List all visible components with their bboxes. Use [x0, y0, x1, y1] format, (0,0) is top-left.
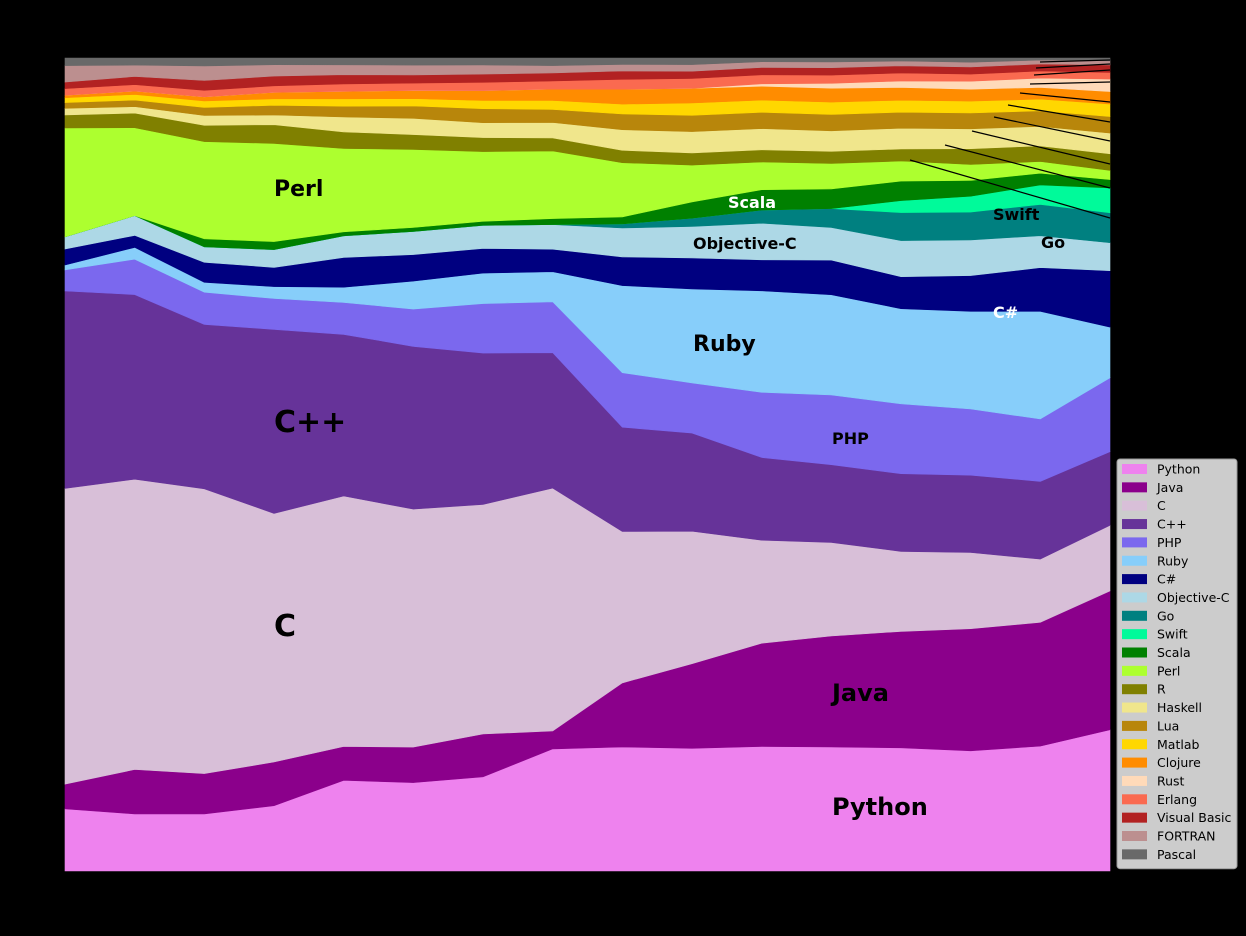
area-label-cpp: C++	[274, 405, 346, 440]
legend-item-pascal: Pascal	[1122, 847, 1196, 862]
legend-swatch	[1122, 775, 1147, 786]
legend-label: Ruby	[1157, 553, 1189, 568]
plot-area	[64, 57, 1111, 872]
area-label-python: Python	[832, 793, 928, 821]
legend-label: Haskell	[1157, 700, 1202, 715]
legend-swatch	[1122, 592, 1147, 603]
area-label-objective-c: Objective-C	[693, 234, 797, 253]
area-label-go: Go	[1041, 233, 1065, 252]
legend-swatch	[1122, 629, 1147, 640]
legend-swatch	[1122, 537, 1147, 548]
legend-swatch	[1122, 739, 1147, 750]
area-label-java: Java	[830, 679, 889, 707]
leader-line	[971, 130, 1111, 165]
legend-swatch	[1122, 794, 1147, 805]
legend-label: Visual Basic	[1157, 810, 1232, 825]
legend-item-php: PHP	[1122, 535, 1182, 550]
legend-label: R	[1157, 682, 1166, 697]
legend-label: C++	[1157, 517, 1187, 532]
legend-item-rust: Rust	[1122, 773, 1185, 788]
legend-swatch	[1122, 831, 1147, 841]
leader-line	[1035, 63, 1111, 69]
leader-line	[993, 116, 1111, 142]
legend-label: Lua	[1157, 718, 1179, 733]
leader-line	[1007, 104, 1111, 123]
legend-swatch	[1122, 464, 1147, 474]
legend-label: C#	[1157, 572, 1176, 587]
leader-line	[1029, 81, 1111, 85]
leader-line	[1039, 59, 1111, 63]
legend-label: Perl	[1157, 663, 1180, 678]
legend-item-python: Python	[1122, 462, 1200, 477]
legend-swatch	[1122, 665, 1147, 676]
leader-line	[944, 144, 1111, 189]
legend-label: Python	[1157, 462, 1200, 477]
legend-label: Matlab	[1157, 737, 1199, 752]
legend-label: Erlang	[1157, 792, 1197, 807]
legend-item-fortran: FORTRAN	[1122, 829, 1216, 844]
legend-swatch	[1122, 812, 1147, 823]
legend-item-visual-basic: Visual Basic	[1122, 810, 1232, 825]
area-label-scala: Scala	[728, 193, 776, 212]
legend-item-objective-c: Objective-C	[1122, 590, 1230, 605]
legend-item-lua: Lua	[1122, 718, 1179, 733]
legend-label: C	[1157, 498, 1166, 513]
legend-swatch	[1122, 757, 1147, 768]
leader-line	[1019, 92, 1111, 103]
legend-item-go: Go	[1122, 608, 1174, 623]
area-label-swift: Swift	[993, 205, 1040, 224]
legend-swatch	[1122, 500, 1147, 511]
legend-item-swift: Swift	[1122, 627, 1188, 642]
leader-line	[1033, 69, 1111, 76]
area-label-php: PHP	[832, 429, 869, 448]
legend-swatch	[1122, 574, 1147, 585]
legend-label: FORTRAN	[1157, 829, 1216, 844]
legend-label: PHP	[1157, 535, 1182, 550]
leader-lines	[909, 59, 1111, 219]
area-pascal	[64, 57, 1111, 67]
legend-swatch	[1122, 610, 1147, 621]
legend-swatch	[1122, 647, 1147, 658]
legend-item-perl: Perl	[1122, 663, 1180, 678]
legend-label: Clojure	[1157, 755, 1201, 770]
legend-label: Pascal	[1157, 847, 1196, 862]
legend-swatch	[1122, 555, 1147, 566]
legend-item-matlab: Matlab	[1122, 737, 1199, 752]
legend-swatch	[1122, 519, 1147, 530]
legend-item-java: Java	[1122, 480, 1183, 495]
legend-label: Scala	[1157, 645, 1191, 660]
legend-swatch	[1122, 684, 1147, 695]
legend-label: Java	[1156, 480, 1183, 495]
legend-label: Rust	[1157, 773, 1185, 788]
legend-swatch	[1122, 720, 1147, 731]
legend-swatch	[1122, 702, 1147, 713]
legend-item-haskell: Haskell	[1122, 700, 1202, 715]
leader-line	[909, 159, 1111, 219]
legend-label: Objective-C	[1157, 590, 1230, 605]
area-label-ruby: Ruby	[693, 332, 756, 357]
legend-label: Go	[1157, 608, 1174, 623]
legend-item-ruby: Ruby	[1122, 553, 1189, 568]
area-labels: Python Java C C++ PHP Ruby C# Objective-C GoSwif…	[274, 177, 1065, 821]
legend-item-csharp: C#	[1122, 572, 1176, 587]
legend-item-cpp: C++	[1122, 517, 1187, 532]
legend-item-r: R	[1122, 682, 1166, 697]
legend-swatch	[1122, 482, 1147, 493]
legend-item-scala: Scala	[1122, 645, 1191, 660]
legend-item-c: C	[1122, 498, 1166, 513]
area-label-csharp: C#	[993, 303, 1018, 322]
area-label-perl: Perl	[274, 177, 323, 202]
area-label-c: C	[274, 609, 296, 644]
legend: Python Java C C++ PHP Ruby C# Objective-C Go Swif…	[1116, 458, 1238, 870]
legend-swatch	[1122, 849, 1147, 860]
legend-item-clojure: Clojure	[1122, 755, 1201, 770]
legend-label: Swift	[1157, 627, 1188, 642]
legend-item-erlang: Erlang	[1122, 792, 1197, 807]
